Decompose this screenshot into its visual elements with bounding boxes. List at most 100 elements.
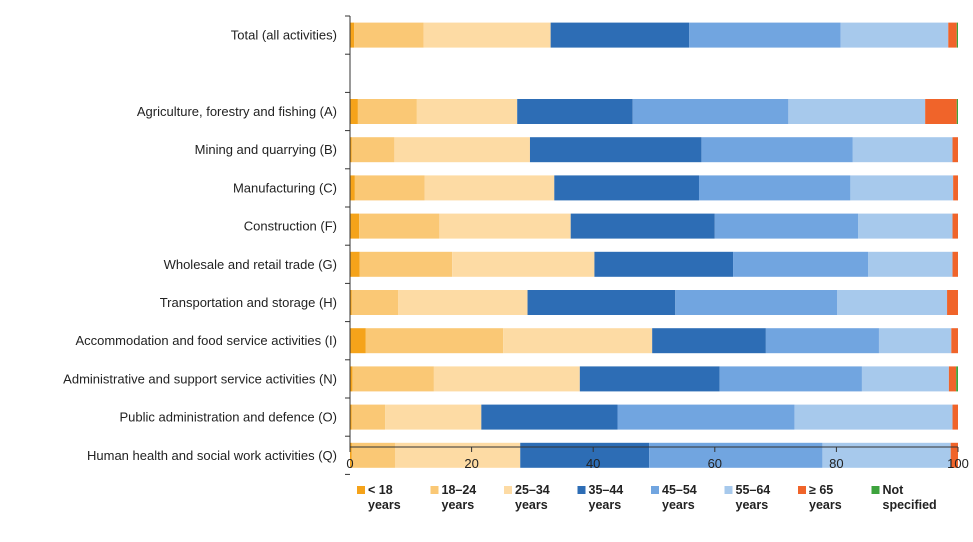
category-label: Agriculture, forestry and fishing (A)	[137, 104, 337, 119]
legend: < 18 years 18–24 years 25–34 years 35–44 years 4…	[357, 483, 937, 512]
bar-segment-65-years	[948, 366, 957, 392]
bar-segment-18-years	[350, 442, 352, 468]
category-label: Mining and quarrying (B)	[195, 142, 337, 157]
bar-segment-55-64-years	[794, 404, 953, 430]
bar-segment-25-34-years	[452, 251, 595, 277]
category-label: Human health and social work activities …	[87, 448, 337, 463]
bar-segment-35-44-years	[652, 328, 766, 354]
bar-segment-55-64-years	[837, 290, 948, 315]
bar-segment-55-64-years	[878, 328, 952, 354]
bar-segment-18-years	[350, 328, 366, 354]
bar-segment-55-64-years	[852, 137, 953, 163]
bar-segment-35-44-years	[529, 137, 702, 163]
x-tick-label: 0	[346, 456, 353, 471]
legend-label: 35–44 years	[589, 483, 624, 512]
x-tick-label: 80	[829, 456, 843, 471]
bar-segment-65-years	[952, 213, 958, 239]
bar-segment-55-64-years	[858, 213, 953, 239]
bar-segment-35-44-years	[594, 251, 734, 277]
x-tick-label: 20	[464, 456, 478, 471]
bar-segment-25-34-years	[423, 22, 551, 48]
bar-segment-55-64-years	[788, 99, 926, 124]
bar-segment-18-24-years	[351, 404, 386, 430]
legend-label: < 18 years	[368, 483, 401, 512]
bar-segment-18-years	[350, 22, 355, 48]
bar-segment-55-64-years	[861, 366, 949, 392]
legend-swatch-18-years	[357, 486, 365, 494]
legend-label: 18–24 years	[442, 483, 477, 512]
bar-segment-45-54-years	[719, 366, 862, 392]
bar-segment-45-54-years	[701, 137, 853, 163]
bar-segment-65-years	[952, 251, 958, 277]
bar-segment-45-54-years	[632, 99, 789, 124]
bar-segment-45-54-years	[675, 290, 838, 315]
x-tick-label: 100	[947, 456, 969, 471]
bar-segment-35-44-years	[527, 290, 676, 315]
bar-segment-18-years	[350, 366, 353, 392]
legend-label: Not specified	[883, 483, 937, 512]
bar-segment-45-54-years	[714, 213, 859, 239]
bar-segment-25-34-years	[424, 175, 555, 201]
bar-segment-not-specified	[956, 366, 958, 392]
bar-segment-35-44-years	[579, 366, 720, 392]
bar-segment-18-years	[350, 404, 352, 430]
category-label: Wholesale and retail trade (G)	[164, 257, 337, 272]
bar-segment-55-64-years	[850, 175, 954, 201]
legend-swatch-65-years	[798, 486, 806, 494]
bar-segment-65-years	[953, 175, 958, 201]
bars-group	[350, 22, 958, 468]
legend-swatch-25-34-years	[504, 486, 512, 494]
bar-segment-18-24-years	[357, 99, 417, 124]
bar-segment-45-54-years	[617, 404, 795, 430]
bar-segment-18-years	[350, 99, 358, 124]
legend-label: ≥ 65 years	[809, 483, 842, 512]
bar-segment-18-24-years	[365, 328, 504, 354]
bar-segment-45-54-years	[765, 328, 879, 354]
bar-segment-35-44-years	[550, 22, 690, 48]
bar-segment-18-24-years	[351, 290, 399, 315]
category-label: Transportation and storage (H)	[160, 295, 337, 310]
bar-segment-55-64-years	[840, 22, 949, 48]
legend-label: 45–54 years	[662, 483, 697, 512]
category-label: Manufacturing (C)	[233, 180, 337, 195]
legend-label: 25–34 years	[515, 483, 550, 512]
category-label: Public administration and defence (O)	[119, 410, 337, 425]
bar-segment-25-34-years	[416, 99, 518, 124]
bar-segment-18-years	[350, 137, 352, 163]
bar-segment-65-years	[948, 22, 957, 48]
category-labels: Total (all activities) Agriculture, fores…	[63, 28, 337, 463]
bar-segment-25-34-years	[398, 290, 528, 315]
bar-segment-not-specified	[956, 99, 958, 124]
bar-segment-55-64-years	[868, 251, 953, 277]
x-tick-label: 60	[708, 456, 722, 471]
bar-segment-25-34-years	[439, 213, 571, 239]
bar-segment-18-years	[350, 251, 360, 277]
bar-segment-18-years	[350, 213, 360, 239]
bar-segment-18-years	[350, 290, 352, 315]
category-label: Accommodation and food service activitie…	[75, 333, 337, 348]
bar-segment-18-24-years	[354, 175, 425, 201]
bar-segment-65-years	[947, 290, 958, 315]
bar-segment-25-34-years	[433, 366, 580, 392]
bar-segment-35-44-years	[554, 175, 699, 201]
bar-segment-25-34-years	[385, 404, 482, 430]
bar-segment-18-years	[350, 175, 355, 201]
bar-segment-65-years	[950, 442, 958, 468]
x-tick-label: 40	[586, 456, 600, 471]
bar-segment-65-years	[951, 328, 958, 354]
category-label: Construction (F)	[244, 219, 337, 234]
bar-segment-18-24-years	[351, 137, 395, 163]
bar-segment-35-44-years	[481, 404, 618, 430]
category-label: Administrative and support service activ…	[63, 371, 337, 386]
bar-segment-35-44-years	[570, 213, 715, 239]
legend-swatch-45-54-years	[651, 486, 659, 494]
bar-segment-25-34-years	[394, 137, 530, 163]
bar-segment-65-years	[952, 137, 958, 163]
bar-segment-65-years	[925, 99, 957, 124]
legend-swatch-55-64-years	[724, 486, 733, 494]
legend-swatch-18-24-years	[430, 486, 439, 494]
legend-label: 55–64 years	[736, 483, 771, 512]
bar-segment-18-24-years	[352, 366, 434, 392]
bar-segment-18-24-years	[354, 22, 424, 48]
